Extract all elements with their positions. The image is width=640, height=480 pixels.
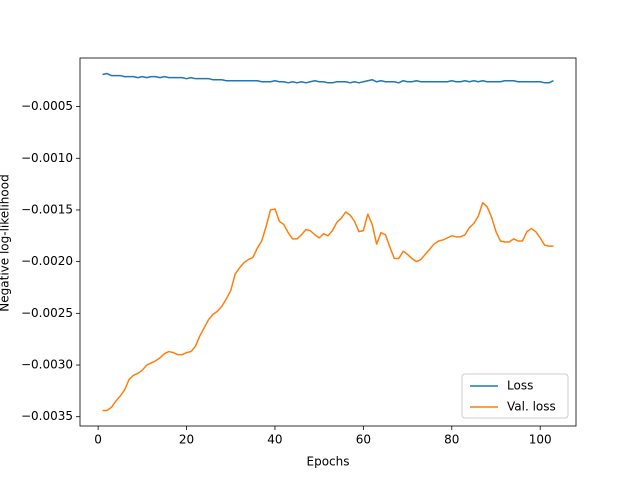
y-axis-label: Negative log-likelihood — [0, 174, 12, 311]
x-tick-label: 100 — [529, 433, 552, 447]
x-tick-label: 20 — [179, 433, 194, 447]
x-axis-label: Epochs — [307, 455, 350, 469]
y-tick-label: −0.0035 — [21, 409, 73, 423]
legend-label: Loss — [507, 379, 533, 393]
x-tick-label: 40 — [267, 433, 282, 447]
x-tick-label: 60 — [356, 433, 371, 447]
x-tick-label: 80 — [444, 433, 459, 447]
y-tick-label: −0.0030 — [21, 358, 73, 372]
legend-label: Val. loss — [507, 400, 556, 414]
y-tick-label: −0.0025 — [21, 306, 73, 320]
line-series — [102, 72, 554, 84]
y-tick-label: −0.0015 — [21, 202, 73, 216]
y-tick-label: −0.0020 — [21, 254, 73, 268]
line-series — [102, 201, 554, 412]
y-tick-label: −0.0005 — [21, 99, 73, 113]
y-tick-label: −0.0010 — [21, 151, 73, 165]
plot-frame — [79, 57, 577, 427]
x-tick-label: 0 — [94, 433, 102, 447]
